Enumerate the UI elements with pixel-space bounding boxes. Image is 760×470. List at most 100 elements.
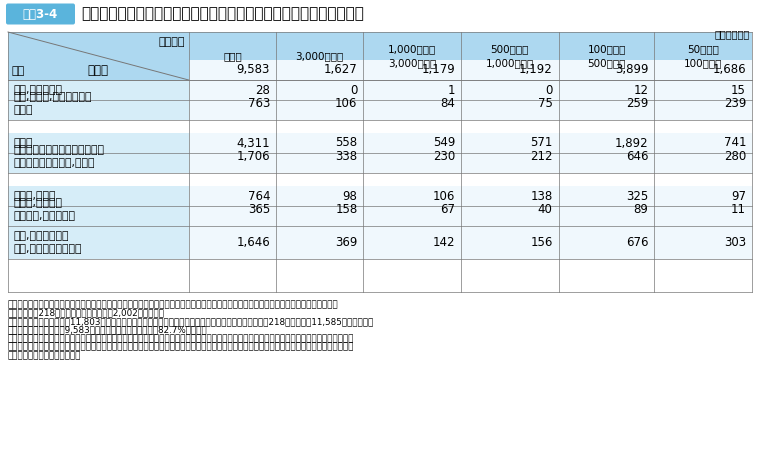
Text: 0: 0 xyxy=(350,84,357,96)
Text: 763: 763 xyxy=(248,97,270,110)
Bar xyxy=(188,226,276,259)
Text: 369: 369 xyxy=(335,236,357,249)
Text: 67: 67 xyxy=(440,203,455,216)
Text: 212: 212 xyxy=(530,150,553,163)
Text: 97: 97 xyxy=(731,189,746,203)
Text: 500人以上
1,000人未満: 500人以上 1,000人未満 xyxy=(486,44,534,68)
Bar xyxy=(8,32,188,80)
Text: 50人以上
100人未満: 50人以上 100人未満 xyxy=(684,44,723,68)
Bar xyxy=(461,133,559,153)
Text: 75: 75 xyxy=(538,97,553,110)
Bar xyxy=(559,87,654,120)
Text: 関連サービス業，娯楽業」、「複合サービス事業」及び「サービス業（他に分類されないもの）」（宗教及び外国公務に分類されるもの: 関連サービス業，娯楽業」、「複合サービス事業」及び「サービス業（他に分類されない… xyxy=(8,343,354,352)
Bar xyxy=(8,80,188,100)
Text: 12: 12 xyxy=(633,84,648,96)
Bar xyxy=(8,133,188,153)
Text: 卸売業,小売業: 卸売業,小売業 xyxy=(13,191,55,201)
Text: 741: 741 xyxy=(724,136,746,149)
Text: 158: 158 xyxy=(335,203,357,216)
Text: 1,627: 1,627 xyxy=(324,63,357,77)
Text: 15: 15 xyxy=(731,84,746,96)
Text: 9,583: 9,583 xyxy=(236,63,270,77)
Text: 1,892: 1,892 xyxy=(615,136,648,149)
Bar xyxy=(363,87,461,120)
Text: 1,179: 1,179 xyxy=(421,63,455,77)
Text: 3,899: 3,899 xyxy=(615,63,648,77)
Text: 106: 106 xyxy=(335,97,357,110)
Bar xyxy=(654,80,752,100)
Text: 28: 28 xyxy=(255,84,270,96)
Bar xyxy=(276,186,363,206)
Bar xyxy=(8,87,188,120)
Text: 230: 230 xyxy=(432,150,455,163)
Text: 156: 156 xyxy=(530,236,553,249)
Text: 1,706: 1,706 xyxy=(236,150,270,163)
Bar xyxy=(8,226,188,259)
Text: （注）１　上記調査事業所のほか、企業規模、事業所規模が調査対象となる規模を下回っていたため調査対象外であることが判明した事業所: （注）１ 上記調査事業所のほか、企業規模、事業所規模が調査対象となる規模を下回っ… xyxy=(8,300,339,309)
Text: 303: 303 xyxy=(724,236,746,249)
Bar xyxy=(654,133,752,153)
Bar xyxy=(276,87,363,120)
Text: 646: 646 xyxy=(626,150,648,163)
Bar xyxy=(559,133,654,153)
Text: 142: 142 xyxy=(432,236,455,249)
Bar xyxy=(461,87,559,120)
Bar xyxy=(8,60,188,80)
Bar xyxy=(363,133,461,153)
Text: 0: 0 xyxy=(545,84,553,96)
Bar xyxy=(654,140,752,173)
Bar xyxy=(188,87,276,120)
Bar xyxy=(559,140,654,173)
Text: 571: 571 xyxy=(530,136,553,149)
Text: 138: 138 xyxy=(530,189,553,203)
Text: 100人以上
500人未満: 100人以上 500人未満 xyxy=(587,44,625,68)
Bar xyxy=(8,193,188,226)
Bar xyxy=(8,186,188,206)
Text: ３　「サービス業」に含まれる産業は、日本標準産業大分類の「学術研究，専門・技術サービス業」、「宿泊業，飲食サービス業」、「生活: ３ 「サービス業」に含まれる産業は、日本標準産業大分類の「学術研究，専門・技術サ… xyxy=(8,334,354,343)
Text: 106: 106 xyxy=(432,189,455,203)
Text: 1,686: 1,686 xyxy=(712,63,746,77)
Text: 259: 259 xyxy=(626,97,648,110)
Bar xyxy=(654,87,752,120)
Text: 電気・ガス・熱供給・水道業、
情報通信業、運輸業,郵便業: 電気・ガス・熱供給・水道業、 情報通信業、運輸業,郵便業 xyxy=(13,145,104,168)
Bar xyxy=(654,186,752,206)
Bar xyxy=(276,140,363,173)
Text: 365: 365 xyxy=(248,203,270,216)
Text: 農業,林業、漁業: 農業,林業、漁業 xyxy=(13,85,62,95)
Text: 558: 558 xyxy=(335,136,357,149)
Bar xyxy=(559,32,654,80)
Bar xyxy=(363,60,461,80)
Bar xyxy=(188,140,276,173)
Bar xyxy=(276,193,363,226)
Text: 査完了事業所9,583所の割合（調査完了率）は、82.7%である。: 査完了事業所9,583所の割合（調査完了率）は、82.7%である。 xyxy=(8,326,207,335)
Bar xyxy=(363,32,461,80)
Bar xyxy=(461,140,559,173)
Bar xyxy=(276,133,363,153)
Text: 1: 1 xyxy=(448,84,455,96)
Text: 3,000人以上: 3,000人以上 xyxy=(296,51,344,61)
Bar xyxy=(559,186,654,206)
Bar xyxy=(461,193,559,226)
Bar xyxy=(654,32,752,80)
Bar xyxy=(276,226,363,259)
Bar xyxy=(363,193,461,226)
Bar xyxy=(188,133,276,153)
Text: 産業計: 産業計 xyxy=(88,63,109,77)
Text: 239: 239 xyxy=(724,97,746,110)
Text: 金融業,保険業、
不動産業,物品質貸業: 金融業,保険業、 不動産業,物品質貸業 xyxy=(13,198,75,221)
Text: 製造業: 製造業 xyxy=(13,138,33,148)
Bar xyxy=(654,60,752,80)
Text: 鉱業,採石業,砂利採取業、
建設業: 鉱業,採石業,砂利採取業、 建設業 xyxy=(13,92,91,115)
Bar xyxy=(363,186,461,206)
Bar xyxy=(188,193,276,226)
Bar xyxy=(363,80,461,100)
Bar xyxy=(363,140,461,173)
Text: 338: 338 xyxy=(335,150,357,163)
Text: 40: 40 xyxy=(538,203,553,216)
Text: 4,311: 4,311 xyxy=(236,136,270,149)
Bar xyxy=(276,80,363,100)
Bar xyxy=(188,60,276,80)
Bar xyxy=(461,186,559,206)
Text: 規模計: 規模計 xyxy=(223,51,242,61)
Text: 教育,学習支援業、
医療,福祉、サービス業: 教育,学習支援業、 医療,福祉、サービス業 xyxy=(13,231,81,254)
